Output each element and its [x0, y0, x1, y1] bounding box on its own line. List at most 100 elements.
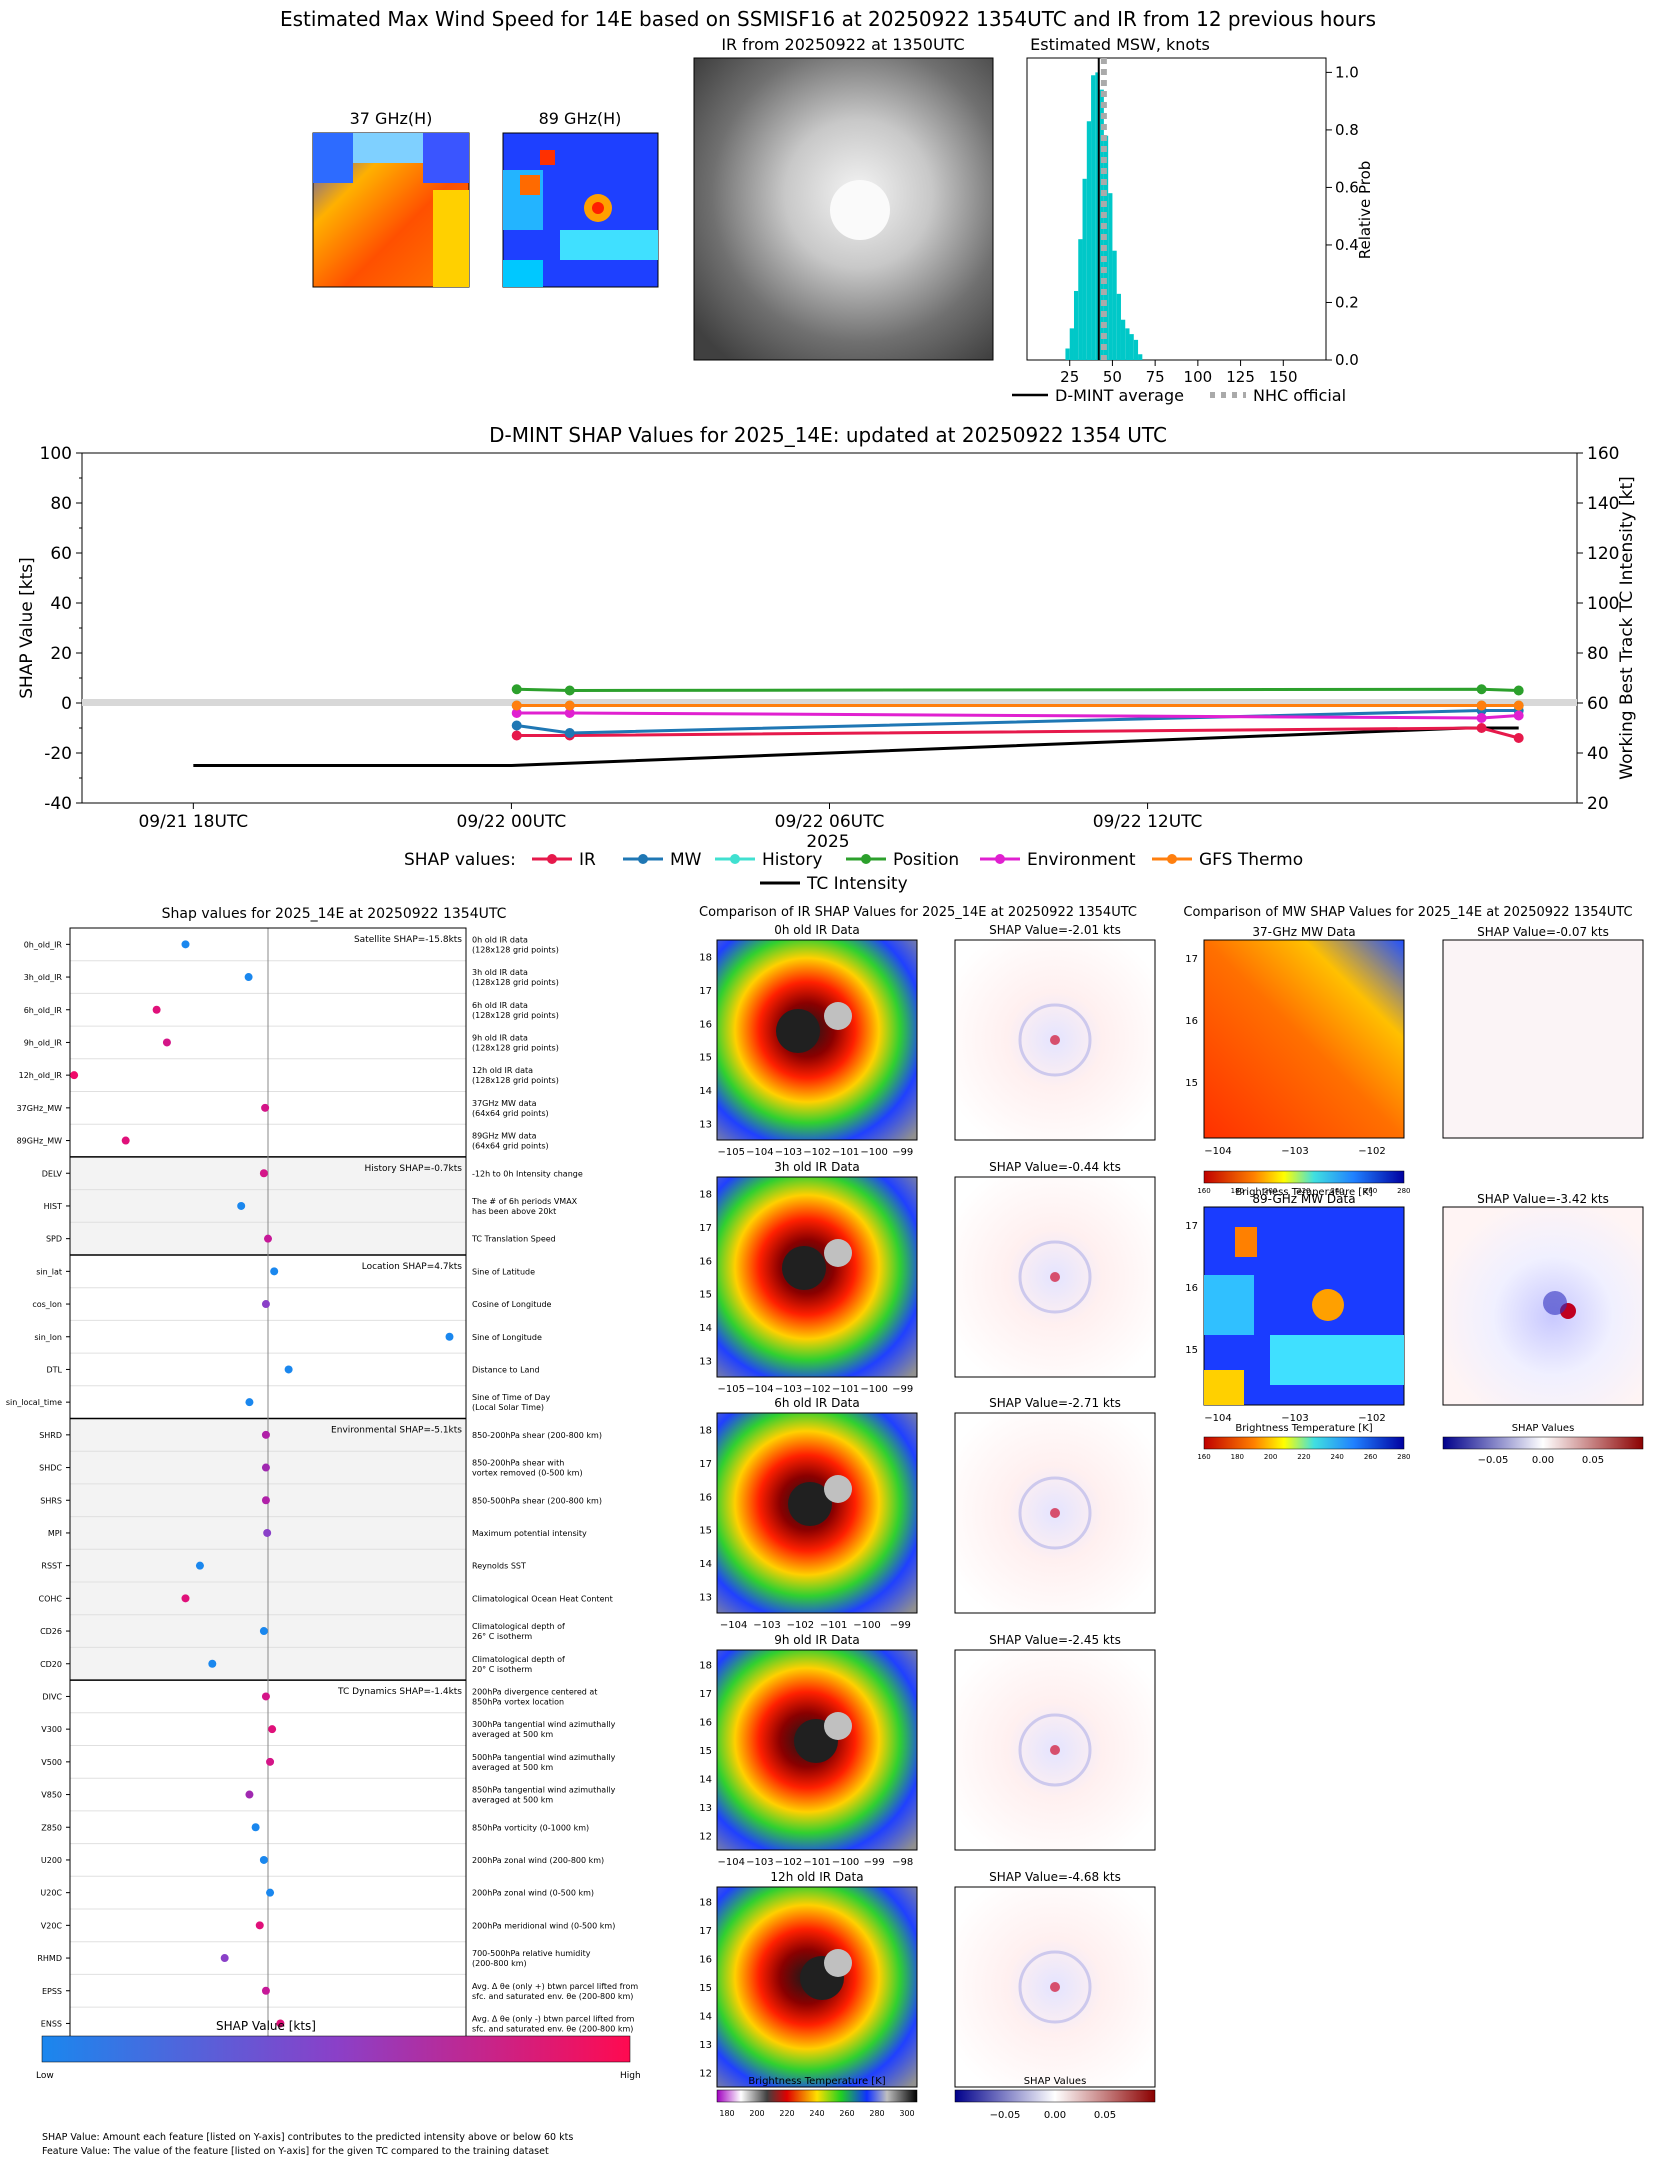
- shap-dot: [270, 1267, 279, 1276]
- ir-eye: [788, 1482, 832, 1526]
- feature-label: SHRS: [40, 1496, 62, 1505]
- msw-bar: [1116, 293, 1121, 360]
- ir-xtick-label: −103: [775, 1384, 802, 1395]
- shap-point: [1476, 713, 1487, 723]
- shap-beeswarm-panel: Shap values for 2025_14E at 20250922 135…: [6, 906, 641, 2157]
- shap-dot: [261, 1103, 270, 1112]
- msw-bar: [1091, 75, 1096, 360]
- feature-desc: 0h old IR data: [472, 935, 528, 944]
- mw-ytick-label: 16: [1185, 1283, 1198, 1294]
- mw-cbar2-tick-label: 220: [1297, 1453, 1310, 1461]
- ir-ytick-label: 16: [699, 1954, 712, 1965]
- feature-desc: 200hPa divergence centered at: [472, 1687, 597, 1696]
- ir-ytick-label: 18: [699, 1190, 712, 1201]
- mw-cbar-tick-label: 220: [1297, 1187, 1310, 1195]
- zero-band: [82, 699, 1577, 706]
- ylabel-right: Working Best Track TC Intensity [kt]: [1617, 476, 1637, 780]
- shap-dot: [263, 1528, 272, 1537]
- shap-dot: [220, 1954, 229, 1963]
- mw-shap-map: [1442, 939, 1644, 1139]
- feature-label: sin_lon: [34, 1333, 62, 1342]
- shap-dot: [70, 1071, 79, 1080]
- mw-cbar2-tick-label: 260: [1364, 1453, 1377, 1461]
- msw-xtick-label: 25: [1060, 368, 1079, 386]
- shap-point: [564, 700, 575, 711]
- ir-shap-ring: [1018, 1240, 1092, 1314]
- feature-desc: 850-500hPa shear (200-800 km): [472, 1496, 602, 1505]
- feature-desc: (64x64 grid points): [472, 1109, 549, 1118]
- feature-desc: Reynolds SST: [472, 1562, 526, 1571]
- ir-cbar-tick-label: 240: [809, 2109, 824, 2118]
- msw-ylabel: Relative Prob: [1356, 161, 1374, 260]
- mw-ytick-label: 15: [1185, 1345, 1198, 1356]
- msw-bar: [1073, 290, 1079, 360]
- feature-label: MPI: [48, 1529, 62, 1538]
- shap-timeseries-panel: D-MINT SHAP Values for 2025_14E: updated…: [17, 423, 1637, 894]
- feature-desc: (128x128 grid points): [472, 945, 559, 954]
- ytick-left-label: -20: [44, 744, 72, 764]
- feature-label: cos_lon: [32, 1300, 62, 1309]
- msw-ytick-label: 0.4: [1335, 236, 1359, 254]
- shap-point: [1513, 733, 1524, 743]
- mw-shap-cbar-tick-label: 0.05: [1582, 1455, 1604, 1466]
- shap-line-mw: [516, 709, 1519, 735]
- feature-desc: Distance to Land: [472, 1365, 540, 1374]
- xlabel-year: 2025: [806, 832, 849, 852]
- ytick-left-label: 60: [50, 544, 72, 564]
- ir-xtick-label: −101: [832, 1384, 859, 1395]
- ir-xtick-label: −102: [803, 1147, 830, 1158]
- ir-shap-colorbar-label: SHAP Values: [1024, 2076, 1087, 2087]
- feature-label: Z850: [41, 1823, 62, 1832]
- ir-cbar-tick-label: 180: [719, 2109, 734, 2118]
- shap-dot: [276, 2019, 285, 2028]
- xtick-label: 09/21 18UTC: [138, 812, 248, 832]
- ir-ytick-label: 17: [699, 1926, 712, 1937]
- feature-desc: The # of 6h periods VMAX: [471, 1197, 578, 1206]
- mw89-band: [1270, 1335, 1404, 1385]
- ir-cold-top: [824, 1239, 852, 1267]
- msw-bar: [1078, 239, 1083, 360]
- mw-ytick-label: 17: [1185, 954, 1198, 965]
- mw-ytick-label: 17: [1185, 1221, 1198, 1232]
- xtick-label: 09/22 12UTC: [1093, 812, 1203, 832]
- shap-dot: [244, 973, 253, 982]
- ir-cloud-core: [830, 180, 890, 240]
- ir-shap-ring: [1018, 1950, 1092, 2024]
- feature-desc: 20° C isotherm: [472, 1665, 532, 1674]
- ir-ytick-label: 12: [699, 2069, 712, 2080]
- mw-xtick-label: −104: [1204, 1413, 1231, 1424]
- ytick-right-label: 160: [1587, 444, 1619, 464]
- ytick-right-label: 40: [1587, 744, 1609, 764]
- feature-desc: sfc. and saturated env. θe (200-800 km): [472, 1992, 633, 2001]
- legend-nhc-label: NHC official: [1253, 386, 1346, 405]
- feature-desc: (200-800 km): [472, 1959, 527, 1968]
- feature-desc: (Local Solar Time): [472, 1403, 544, 1412]
- feature-desc: 200hPa meridional wind (0-500 km): [472, 1921, 615, 1930]
- mw-shap-colorbar: [1442, 1436, 1644, 1450]
- feature-label: RHMD: [37, 1954, 62, 1963]
- feature-desc: 200hPa zonal wind (0-500 km): [472, 1889, 594, 1898]
- feature-desc: TC Translation Speed: [471, 1235, 556, 1244]
- feature-label: V500: [41, 1758, 62, 1767]
- ir-shap-colorbar-ticks: −0.05 0.00 0.05: [990, 2110, 1116, 2121]
- ir-ytick-label: 18: [699, 1426, 712, 1437]
- ir-ytick-label: 15: [699, 1290, 712, 1301]
- shap-dot: [445, 1332, 454, 1341]
- shap-point: [1513, 685, 1524, 696]
- shap-point: [564, 708, 575, 718]
- ir-cbar-tick-label: 280: [869, 2109, 884, 2118]
- xtick-label: 09/22 00UTC: [457, 812, 567, 832]
- feature-label: SHDC: [39, 1464, 62, 1473]
- ir-xtick-label: −101: [832, 1147, 859, 1158]
- shap-point: [1476, 684, 1487, 695]
- msw-bar: [1129, 334, 1134, 360]
- feature-desc: 200hPa zonal wind (200-800 km): [472, 1856, 604, 1865]
- shap-dot: [261, 1496, 270, 1505]
- feature-desc: Climatological depth of: [472, 1622, 565, 1631]
- msw-bar: [1069, 328, 1074, 360]
- ir-ytick-label: 13: [699, 1119, 712, 1130]
- msw-xtick-label: 150: [1269, 368, 1298, 386]
- mw-ytick-label: 15: [1185, 1078, 1198, 1089]
- feature-desc: 6h old IR data: [472, 1001, 528, 1010]
- feature-desc: averaged at 500 km: [472, 1796, 553, 1805]
